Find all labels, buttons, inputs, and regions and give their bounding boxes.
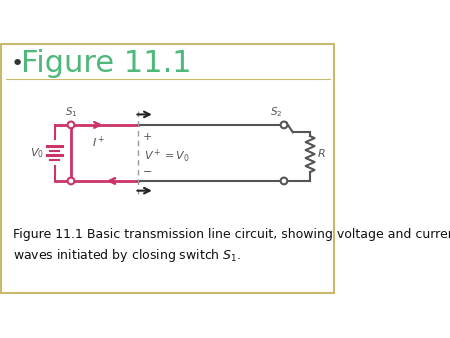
Circle shape xyxy=(281,122,287,128)
Text: $V^+=V_0$: $V^+=V_0$ xyxy=(144,148,190,165)
Text: $R$: $R$ xyxy=(317,147,325,159)
Text: $V_0$: $V_0$ xyxy=(30,146,44,160)
Text: Figure 11.1 Basic transmission line circuit, showing voltage and current
waves i: Figure 11.1 Basic transmission line circ… xyxy=(14,228,450,264)
FancyBboxPatch shape xyxy=(1,44,334,293)
Text: $S_1$: $S_1$ xyxy=(65,105,77,119)
Circle shape xyxy=(281,177,287,184)
Text: •: • xyxy=(10,54,24,74)
Text: $S_2$: $S_2$ xyxy=(270,105,283,119)
Circle shape xyxy=(68,122,74,128)
Text: Figure 11.1: Figure 11.1 xyxy=(21,49,192,78)
Text: $I^+$: $I^+$ xyxy=(92,135,105,150)
Circle shape xyxy=(68,177,74,184)
Text: $-$: $-$ xyxy=(142,165,152,175)
Text: $+$: $+$ xyxy=(142,131,152,142)
